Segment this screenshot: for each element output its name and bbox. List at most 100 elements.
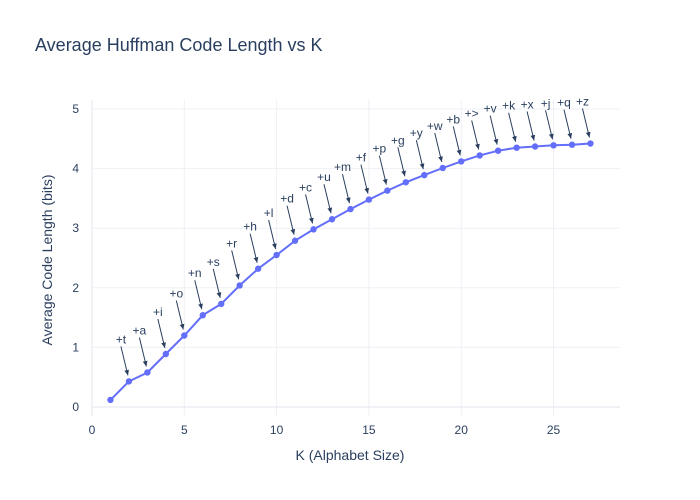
data-point xyxy=(550,142,557,149)
data-point xyxy=(494,147,502,154)
annotation-label: +b xyxy=(446,112,460,126)
annotation-arrow xyxy=(471,120,480,150)
data-point xyxy=(218,300,225,308)
annotation-arrow xyxy=(268,219,277,250)
y-tick-label: 1 xyxy=(72,340,79,354)
annotation-label: +a xyxy=(133,323,147,337)
annotation-label: +f xyxy=(356,151,367,165)
x-axis-title: K (Alphabet Size) xyxy=(296,447,405,463)
grid xyxy=(91,100,620,416)
data-point xyxy=(328,216,336,223)
data-point xyxy=(199,312,206,319)
annotation-arrow xyxy=(508,112,517,142)
x-tick-label: 0 xyxy=(89,423,96,437)
y-tick-label: 5 xyxy=(72,102,79,116)
annotation-label: +s xyxy=(207,255,220,269)
annotation-arrow xyxy=(323,184,333,214)
annotation-label: +k xyxy=(502,99,516,113)
data-point xyxy=(254,265,262,272)
x-tick-label: 25 xyxy=(547,423,561,437)
y-tick-label: 2 xyxy=(72,281,79,295)
annotation-label: +x xyxy=(521,98,534,112)
annotation-label: +m xyxy=(334,160,351,174)
data-point xyxy=(365,196,373,203)
data-point xyxy=(458,158,465,165)
data-point xyxy=(476,152,483,159)
data-point xyxy=(310,226,317,233)
annotation-arrow xyxy=(341,173,351,204)
annotation-arrow xyxy=(545,110,554,140)
y-tick-label: 0 xyxy=(72,400,79,414)
data-point xyxy=(439,164,446,172)
data-point xyxy=(144,369,151,376)
series-line xyxy=(109,142,591,401)
annotation-label: +h xyxy=(243,220,257,234)
annotation-arrow xyxy=(526,111,536,141)
data-point xyxy=(587,140,594,147)
x-tick-label: 5 xyxy=(181,423,188,437)
annotation-label: +n xyxy=(188,266,202,280)
annotation-arrow xyxy=(378,155,388,185)
annotation-arrow xyxy=(434,132,443,163)
annotation-label: +p xyxy=(373,142,387,156)
annotation-arrow xyxy=(138,337,148,367)
annotation-arrow xyxy=(120,346,129,376)
annotation-label: +u xyxy=(317,170,331,184)
annotation-label: +j xyxy=(541,96,551,110)
annotation-arrow xyxy=(581,108,591,138)
annotation-arrow xyxy=(212,268,222,299)
annotation-arrow xyxy=(489,115,499,145)
annotation-arrow xyxy=(563,109,573,139)
data-point xyxy=(181,332,188,339)
annotation-arrow xyxy=(415,140,425,170)
annotation-label: +o xyxy=(169,287,183,301)
x-axis-ticks: 0 5 10 15 20 25 xyxy=(89,423,561,437)
annotation-arrow xyxy=(157,318,166,349)
y-tick-label: 4 xyxy=(72,162,79,176)
annotation-arrow xyxy=(194,280,203,310)
annotation-label: +z xyxy=(576,95,589,109)
chart-title: Average Huffman Code Length vs K xyxy=(35,35,323,55)
annotation-arrow xyxy=(175,300,185,330)
annotation-label: +q xyxy=(557,96,571,110)
annotation-arrow xyxy=(286,205,296,235)
annotation-arrow xyxy=(360,164,369,194)
series xyxy=(107,140,594,404)
y-tick-label: 3 xyxy=(72,221,79,235)
annotation-label: +t xyxy=(116,332,127,346)
annotations: +t +a +i +o +n +s +r +h +l +d +c +u+m +f +p +g +y +w +b +>… xyxy=(116,95,591,376)
data-point xyxy=(125,378,133,385)
data-point xyxy=(107,396,114,404)
annotation-label: +i xyxy=(153,305,163,319)
annotation-label: +c xyxy=(299,180,312,194)
data-point xyxy=(402,179,410,186)
x-tick-label: 15 xyxy=(362,423,376,437)
annotation-arrow xyxy=(305,194,314,224)
data-point xyxy=(162,350,170,358)
x-tick-label: 10 xyxy=(270,423,284,437)
annotation-label: +d xyxy=(280,192,294,206)
annotation-label: +r xyxy=(226,236,237,250)
data-point xyxy=(291,237,299,244)
annotation-arrow xyxy=(397,147,406,177)
annotation-label: +l xyxy=(264,206,274,220)
data-point xyxy=(273,251,280,259)
data-point xyxy=(347,205,354,213)
annotation-label: +y xyxy=(410,126,423,140)
data-point xyxy=(421,171,428,179)
annotation-label: +g xyxy=(391,133,405,147)
annotation-label: +v xyxy=(484,102,497,116)
annotation-arrow xyxy=(231,250,240,280)
data-point xyxy=(513,144,520,151)
data-point xyxy=(384,187,391,194)
annotation-arrow xyxy=(452,126,462,156)
annotation-arrow xyxy=(249,233,259,263)
annotation-label: +w xyxy=(427,119,443,133)
data-point xyxy=(531,143,539,150)
annotation-label: +> xyxy=(465,106,479,120)
y-axis-ticks: 0 1 2 3 4 5 xyxy=(72,102,79,414)
data-point xyxy=(236,282,243,289)
y-axis-title: Average Code Length (bits) xyxy=(39,175,55,346)
x-tick-label: 20 xyxy=(455,423,469,437)
